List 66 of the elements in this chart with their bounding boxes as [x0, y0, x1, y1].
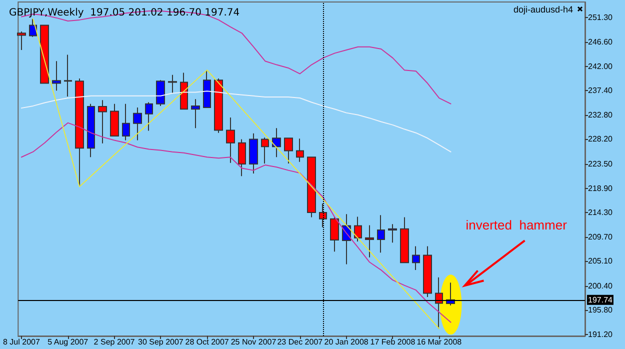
- candlestick: [238, 138, 246, 177]
- candlestick: [110, 103, 119, 138]
- y-tick-label: 246.60: [588, 38, 614, 47]
- candlestick: [191, 98, 200, 129]
- candlestick: [400, 216, 409, 264]
- candlestick: [412, 246, 420, 271]
- candlestick: [307, 156, 316, 218]
- x-tick-label: 17 Feb 2008: [370, 338, 416, 346]
- y-tick-label: 200.40: [588, 281, 614, 290]
- candlestick: [249, 132, 258, 174]
- candlestick: [284, 137, 293, 164]
- y-tick-label: 228.20: [588, 134, 614, 144]
- candlestick: [423, 246, 432, 298]
- candlestick: [261, 137, 269, 164]
- line-series: [20, 90, 452, 152]
- x-tick-label: 8 Jul 2007: [3, 338, 40, 346]
- y-tick-label: 232.80: [588, 110, 614, 120]
- candlestick: [98, 100, 107, 144]
- candlestick: [203, 70, 211, 109]
- candlestick: [87, 103, 95, 158]
- candlestick: [435, 276, 443, 330]
- candlestick: [17, 31, 26, 51]
- candlestick: [330, 216, 339, 252]
- candlestick: [365, 224, 374, 258]
- x-tick-label: 23 Dec 2007: [277, 338, 324, 346]
- x-tick-label: 25 Nov 2007: [230, 338, 277, 346]
- candlestick: [168, 74, 177, 94]
- candlestick: [319, 203, 327, 228]
- x-tick-label: 30 Sep 2007: [138, 338, 184, 346]
- candlestick: [180, 72, 188, 110]
- candlestick: [226, 117, 235, 164]
- candlestick: [52, 60, 61, 92]
- y-tick-label: 237.40: [588, 86, 614, 96]
- y-tick-label: 205.10: [588, 256, 614, 266]
- candlestick: [29, 18, 37, 38]
- candlestick: [40, 24, 49, 84]
- annotation: doji-audusd-h4: [513, 4, 574, 14]
- y-tick-label: 191.20: [588, 330, 614, 339]
- y-tick-label: 214.30: [588, 208, 614, 218]
- candlestick: [64, 54, 72, 97]
- candlestick: [133, 107, 142, 141]
- y-tick-label: 209.70: [588, 232, 614, 242]
- candlestick: [272, 128, 281, 158]
- candlestick: [75, 78, 84, 188]
- line-series: [32, 18, 440, 330]
- y-tick-label: 195.80: [588, 306, 614, 315]
- candlestick: [122, 103, 130, 141]
- ref-line-label: 197.74: [588, 295, 614, 304]
- candlestick: [156, 80, 165, 106]
- y-tick-label: 242.00: [588, 62, 614, 71]
- candlestick: [296, 138, 304, 162]
- x-tick-label: 20 Jan 2008: [324, 338, 369, 346]
- y-tick-label: 251.30: [588, 12, 614, 22]
- x-tick-label: 2 Sep 2007: [94, 338, 136, 346]
- annotation: inverted hammer: [466, 218, 568, 233]
- candlestick: [377, 214, 385, 254]
- y-tick-label: 223.50: [588, 159, 614, 168]
- candlestick: [354, 216, 362, 242]
- x-tick-label: 16 Mar 2008: [416, 338, 462, 346]
- line-series: [20, 122, 452, 323]
- y-tick-label: 218.90: [588, 184, 614, 193]
- candlestick: [214, 78, 223, 134]
- candlestick: [388, 224, 397, 244]
- candlestick: [145, 102, 153, 132]
- x-tick-label: 5 Aug 2007: [48, 338, 89, 346]
- x-tick-label: 28 Oct 2007: [185, 338, 230, 346]
